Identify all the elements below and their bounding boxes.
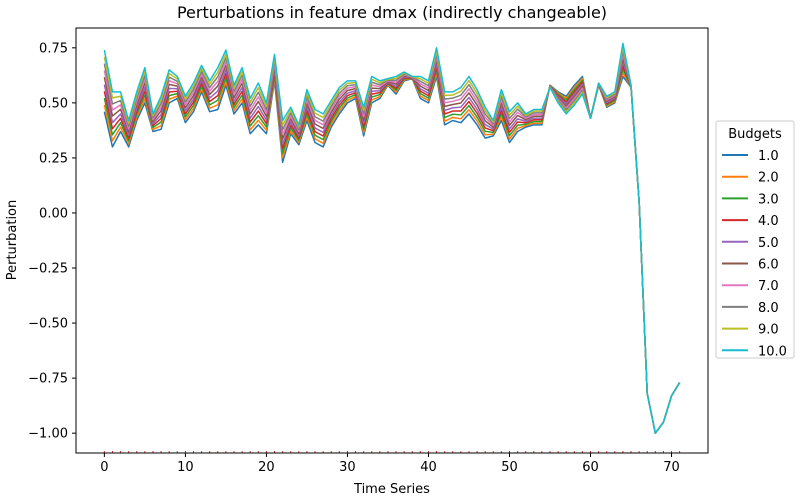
plot-frame (75, 27, 709, 454)
x-tick-label: 60 (582, 460, 599, 475)
legend-item-2.0: 2.0 (722, 171, 779, 186)
legend-item-8.0: 8.0 (722, 301, 779, 316)
y-tick-label: 0.75 (39, 41, 68, 56)
series-line-1.0 (103, 75, 681, 434)
markers (103, 451, 681, 453)
x-tick-label: 40 (420, 460, 437, 475)
legend-label: 3.0 (758, 192, 779, 207)
x-axis: 0 10 20 30 40 50 60 70 (100, 453, 680, 475)
series-lines (103, 42, 681, 434)
legend-item-3.0: 3.0 (722, 192, 779, 207)
legend-label: 1.0 (758, 149, 779, 164)
x-tick-label: 10 (177, 460, 194, 475)
legend-item-6.0: 6.0 (722, 258, 779, 273)
legend: Budgets 1.0 2.0 3.0 4.0 5.0 6.0 7.0 8.0 9.0 10.0 (715, 120, 795, 359)
legend-item-5.0: 5.0 (722, 236, 779, 251)
legend-label: 5.0 (758, 236, 779, 251)
x-tick-label: 0 (100, 460, 108, 475)
plot-area (75, 27, 709, 454)
y-axis-label: Perturbation (5, 200, 20, 281)
x-tick-label: 70 (663, 460, 680, 475)
y-tick-label: 0.00 (39, 206, 68, 221)
legend-label: 2.0 (758, 171, 779, 186)
legend-item-1.0: 1.0 (722, 149, 779, 164)
legend-box (715, 120, 795, 359)
legend-item-4.0: 4.0 (722, 214, 779, 229)
legend-label: 4.0 (758, 214, 779, 229)
series-line-10.0 (103, 42, 681, 434)
legend-label: 8.0 (758, 301, 779, 316)
y-tick-label: 0.25 (39, 151, 68, 166)
y-tick-label: −0.25 (28, 262, 68, 277)
chart-title: Perturbations in feature dmax (indirectl… (177, 3, 607, 22)
series-line-7.0 (103, 53, 681, 434)
x-tick-label: 20 (258, 460, 275, 475)
x-tick-label: 50 (501, 460, 518, 475)
series-line-6.0 (103, 57, 681, 434)
legend-title: Budgets (728, 127, 782, 142)
series-line-4.0 (103, 64, 681, 434)
x-tick-label: 30 (339, 460, 356, 475)
x-axis-label: Time Series (353, 482, 430, 497)
legend-item-10.0: 10.0 (722, 344, 787, 359)
legend-item-9.0: 9.0 (722, 323, 779, 338)
y-tick-label: 0.50 (39, 96, 68, 111)
y-tick-label: −0.75 (28, 372, 68, 387)
y-tick-label: −0.50 (28, 317, 68, 332)
legend-label: 6.0 (758, 258, 779, 273)
series-line-5.0 (103, 61, 681, 434)
legend-label: 10.0 (758, 344, 787, 359)
legend-label: 7.0 (758, 279, 779, 294)
y-tick-label: −1.00 (28, 427, 68, 442)
legend-item-7.0: 7.0 (722, 279, 779, 294)
legend-items: 1.0 2.0 3.0 4.0 5.0 6.0 7.0 8.0 9.0 10.0 (722, 149, 787, 359)
series-line-2.0 (103, 72, 681, 434)
legend-label: 9.0 (758, 323, 779, 338)
y-axis: 0.75 0.50 0.25 0.00 −0.25 −0.50 −0.75 −1.00 (28, 41, 76, 442)
series-line-3.0 (103, 68, 681, 434)
